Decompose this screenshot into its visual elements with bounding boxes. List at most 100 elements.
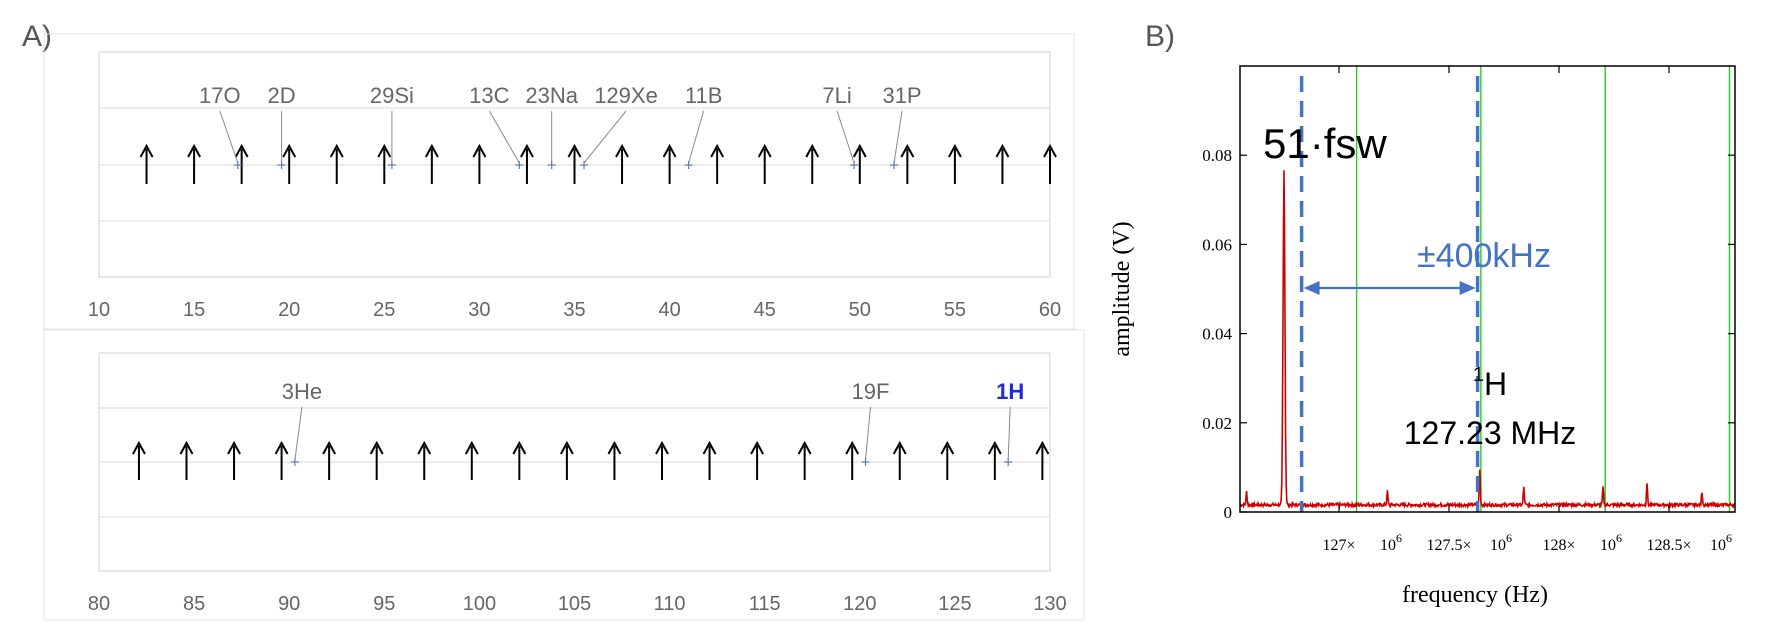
frequency-arrow [710,143,725,184]
frequency-arrow [892,440,907,480]
nucleus-marker: 17O [199,83,242,169]
frequency-arrow [805,143,820,184]
x-tick-label: 35 [563,299,585,321]
x-tick-label: 127× [1322,537,1355,554]
x-tick-label: 40 [658,299,680,321]
x-tick-label: 115 [749,593,781,615]
frequency-arrow [369,440,384,480]
x-tick-exponent-power: 6 [1506,531,1512,545]
y-tick-label: 0.04 [1202,325,1232,344]
nucleus-label: 13C [469,83,509,108]
frequency-arrow [940,440,955,480]
frequency-annotation: 127.23 MHz [1404,415,1577,451]
frequency-arrow [472,143,487,184]
x-tick-exponent-base: 10 [1710,537,1726,554]
x-tick-label: 125 [938,593,971,615]
x-tick-exponent: 106 [1490,531,1512,554]
nucleus-label: 17O [199,83,241,108]
frequency-arrow [607,440,622,480]
nucleus-label: 129Xe [594,83,658,108]
x-tick-label: 25 [373,299,395,321]
x-tick-label: 128× [1542,537,1575,554]
x-tick-exponent-power: 6 [1616,531,1622,545]
nucleus-marker: 2D [268,83,296,169]
x-tick-label: 10 [88,299,110,321]
x-tick-label: 50 [849,299,871,321]
frequency-arrow [900,143,915,184]
frequency-arrow [662,143,677,184]
x-tick-label: 85 [183,593,205,615]
x-tick-label: 90 [278,593,300,615]
nucleus-label: 1H [996,379,1024,404]
x-tick-label: 128.5× [1646,537,1691,554]
frequency-arrow [424,143,439,184]
frequency-arrow [655,440,669,480]
nucleus-label: 11B [685,83,723,108]
frequency-arrow [377,143,392,184]
frequency-arrow [139,143,154,184]
frequency-arrow [948,143,962,184]
nucleus-marker: 3He [282,379,322,466]
frequency-arrow [987,440,1002,480]
x-tick-exponent-base: 10 [1380,537,1396,554]
nucleus-marker: 23Na [525,83,579,169]
x-tick-exponent: 106 [1600,531,1622,554]
x-tick-exponent: 106 [1380,531,1402,554]
frequency-arrow [567,143,582,184]
nucleus-marker: 31P [882,83,922,169]
spectrum-line [1239,170,1736,510]
frequency-arrow [1035,440,1050,480]
x-tick-label: 45 [754,299,776,321]
x-tick-label: 30 [468,299,490,321]
frequency-arrow [464,440,479,480]
x-tick-label: 55 [944,299,966,321]
nucleus-marker: 129Xe [580,83,658,169]
frequency-arrow [512,440,527,480]
panel-b-axes-box [1239,65,1736,513]
frequency-arrow [797,440,812,480]
x-tick-exponent-power: 6 [1396,531,1402,545]
x-tick-label: 15 [183,299,205,321]
harmonic-annotation: 51·fsw [1263,120,1387,167]
x-tick-exponent: 106 [1710,531,1732,554]
nucleus-marker: 7Li [822,83,859,169]
x-tick-label: 20 [278,299,300,321]
nucleus-mass-number: 1 [1473,364,1484,386]
panel-b-xlabel: frequency (Hz) [1402,582,1548,608]
frequency-arrow [234,143,249,184]
x-tick-label: 100 [463,593,496,615]
nucleus-label: 23Na [525,83,578,108]
frequency-arrow [329,143,344,184]
nucleus-label: 2D [268,83,296,108]
panel-label-b: B) [1145,20,1175,53]
frequency-arrow [702,440,717,480]
frequency-arrow [227,440,241,480]
nucleus-label: 7Li [822,83,851,108]
frequency-arrow [274,440,289,480]
x-tick-label: 110 [654,593,686,615]
x-tick-label: 60 [1039,299,1061,321]
x-tick-exponent-base: 10 [1600,537,1616,554]
panel-label-a: A) [22,20,52,53]
x-tick-label: 80 [88,593,110,615]
x-tick-label: 130 [1033,593,1066,615]
range-annotation: ±400kHz [1417,237,1551,275]
panel-b-ylabel: amplitude (V) [1109,221,1135,356]
nucleus-marker: 29Si [370,83,414,169]
frequency-arrow [179,440,194,480]
x-tick-label: 105 [558,593,591,615]
y-tick-label: 0.02 [1202,414,1232,433]
nucleus-label: 19F [852,379,890,404]
range-arrow [1303,281,1476,295]
panel-a-top: 10 15 20 25 30 35 40 45 50 55 60 17O 2D 29Si 13C 23Na 1… [43,33,1075,330]
y-tick-label: 0.08 [1202,146,1232,165]
nucleus-marker: 13C [469,83,524,169]
frequency-arrow [757,143,772,184]
panel-b: 00.020.040.060.08 127× 106 127.5× 106 128× 10… [1109,65,1736,608]
panel-a-bottom: 80 85 90 95 100 105 110 115 120 125 130 3He 19F 1H [43,329,1085,621]
frequency-arrow [560,440,574,480]
nucleus-marker: 11B [684,83,723,169]
nucleus-label: 31P [882,83,921,108]
panel-a-top-frame [43,33,1075,330]
x-tick-label: 120 [843,593,876,615]
